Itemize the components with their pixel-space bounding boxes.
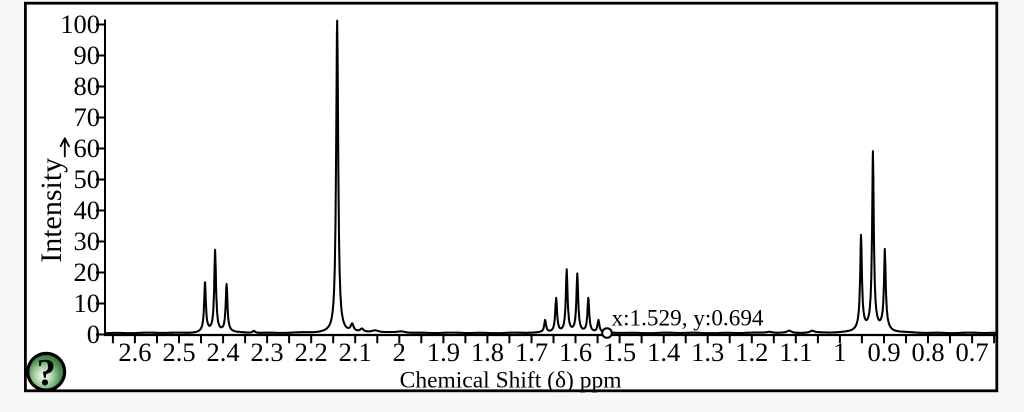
svg-text:70: 70	[74, 102, 101, 132]
svg-text:2.3: 2.3	[251, 337, 284, 367]
svg-text:1.8: 1.8	[471, 337, 504, 367]
svg-text:1.6: 1.6	[559, 337, 592, 367]
svg-text:2: 2	[393, 337, 406, 367]
svg-text:0.9: 0.9	[867, 337, 900, 367]
svg-text:1.9: 1.9	[427, 337, 460, 367]
svg-text:30: 30	[74, 226, 101, 256]
svg-text:100: 100	[60, 9, 100, 39]
svg-text:0.8: 0.8	[911, 337, 944, 367]
svg-text:1.2: 1.2	[735, 337, 768, 367]
svg-text:1.5: 1.5	[603, 337, 636, 367]
svg-text:0.7: 0.7	[956, 337, 989, 367]
svg-text:Chemical Shift (δ) ppm: Chemical Shift (δ) ppm	[400, 367, 622, 393]
svg-text:2.6: 2.6	[118, 337, 151, 367]
svg-text:0: 0	[87, 319, 100, 349]
svg-text:1.7: 1.7	[515, 337, 548, 367]
svg-text:50: 50	[74, 164, 101, 194]
svg-text:1.3: 1.3	[691, 337, 724, 367]
svg-text:2.2: 2.2	[295, 337, 328, 367]
svg-text:?: ?	[37, 352, 56, 394]
svg-text:1: 1	[833, 337, 846, 367]
svg-text:2.1: 2.1	[339, 337, 372, 367]
svg-text:90: 90	[74, 40, 101, 70]
svg-text:2.5: 2.5	[162, 337, 195, 367]
svg-text:1.1: 1.1	[779, 337, 812, 367]
svg-text:1.4: 1.4	[647, 337, 680, 367]
svg-text:10: 10	[74, 288, 101, 318]
svg-text:2.4: 2.4	[207, 337, 240, 367]
svg-text:20: 20	[74, 257, 101, 287]
svg-text:Intensity: Intensity	[35, 158, 68, 263]
svg-text:80: 80	[74, 71, 101, 101]
svg-text:x:1.529, y:0.694: x:1.529, y:0.694	[612, 305, 764, 331]
svg-text:40: 40	[74, 195, 101, 225]
svg-text:60: 60	[74, 133, 101, 163]
